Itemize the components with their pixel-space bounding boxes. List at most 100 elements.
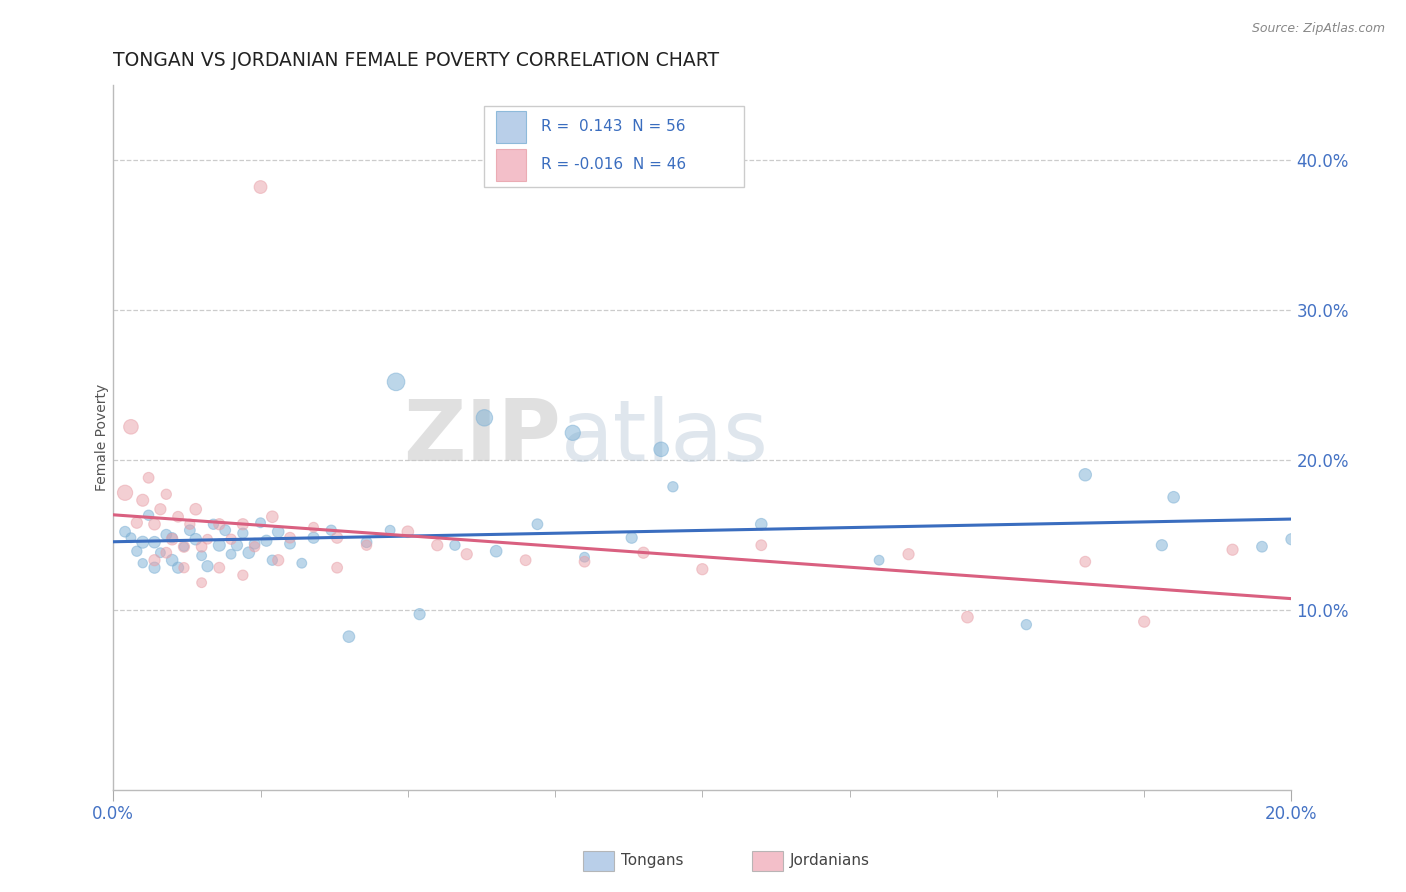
Point bbox=[173, 540, 195, 554]
Text: ZIP: ZIP bbox=[404, 396, 561, 479]
Point bbox=[956, 610, 979, 624]
Point bbox=[173, 540, 195, 554]
Point bbox=[249, 180, 271, 194]
Point bbox=[226, 538, 249, 552]
Point bbox=[232, 517, 254, 532]
Point bbox=[138, 471, 160, 485]
Point bbox=[120, 531, 142, 545]
Point bbox=[160, 531, 183, 545]
Point bbox=[155, 527, 177, 541]
Point bbox=[120, 420, 142, 434]
Point bbox=[378, 523, 401, 537]
Text: Tongans: Tongans bbox=[621, 854, 683, 868]
Point bbox=[749, 517, 772, 532]
Point bbox=[267, 524, 290, 539]
Point bbox=[184, 533, 207, 547]
Point bbox=[326, 531, 349, 545]
Point bbox=[179, 517, 201, 532]
Point bbox=[160, 533, 183, 547]
Point bbox=[749, 538, 772, 552]
Point bbox=[143, 553, 166, 567]
Point bbox=[278, 531, 301, 545]
Point bbox=[114, 485, 136, 500]
Point bbox=[326, 560, 349, 574]
Point bbox=[208, 560, 231, 574]
Point bbox=[143, 535, 166, 549]
Point bbox=[396, 524, 419, 539]
Point bbox=[155, 546, 177, 560]
Point bbox=[214, 523, 236, 537]
Point bbox=[1281, 533, 1303, 547]
Point bbox=[291, 556, 314, 570]
Point bbox=[302, 520, 325, 534]
Point bbox=[155, 487, 177, 501]
Point bbox=[633, 546, 655, 560]
Point bbox=[662, 480, 685, 494]
Point bbox=[356, 535, 378, 549]
FancyBboxPatch shape bbox=[496, 111, 526, 143]
Point bbox=[356, 538, 378, 552]
Point bbox=[254, 533, 277, 548]
Text: R =  0.143  N = 56: R = 0.143 N = 56 bbox=[541, 120, 686, 135]
Point bbox=[249, 516, 271, 530]
Point bbox=[897, 547, 920, 561]
Point bbox=[197, 559, 219, 574]
Point bbox=[149, 546, 172, 560]
Point bbox=[692, 562, 714, 576]
Y-axis label: Female Poverty: Female Poverty bbox=[96, 384, 110, 491]
Point bbox=[184, 502, 207, 516]
Point bbox=[219, 533, 242, 547]
Point bbox=[385, 375, 408, 389]
Point bbox=[202, 517, 225, 532]
Point bbox=[167, 509, 190, 524]
Point bbox=[526, 517, 548, 532]
Point bbox=[515, 553, 537, 567]
Point bbox=[1150, 538, 1173, 552]
Point bbox=[574, 550, 596, 565]
Point bbox=[173, 560, 195, 574]
Text: R = -0.016  N = 46: R = -0.016 N = 46 bbox=[541, 157, 686, 172]
Point bbox=[132, 556, 155, 570]
Point bbox=[1074, 467, 1097, 482]
Point bbox=[574, 555, 596, 569]
Point bbox=[1133, 615, 1156, 629]
Point bbox=[149, 502, 172, 516]
Point bbox=[208, 538, 231, 552]
Text: Source: ZipAtlas.com: Source: ZipAtlas.com bbox=[1251, 22, 1385, 36]
Point bbox=[426, 538, 449, 552]
Point bbox=[243, 540, 266, 554]
Point bbox=[456, 547, 478, 561]
Text: atlas: atlas bbox=[561, 396, 769, 479]
Point bbox=[1074, 555, 1097, 569]
Point bbox=[267, 553, 290, 567]
Point bbox=[408, 607, 430, 622]
Point bbox=[278, 537, 301, 551]
Point bbox=[1222, 542, 1244, 557]
Point bbox=[232, 568, 254, 582]
Point bbox=[1015, 617, 1038, 632]
Point bbox=[190, 575, 212, 590]
Point bbox=[1163, 490, 1185, 504]
Point bbox=[143, 517, 166, 532]
Point bbox=[337, 630, 360, 644]
Point bbox=[132, 493, 155, 508]
Point bbox=[561, 425, 583, 440]
Point bbox=[179, 523, 201, 537]
Point bbox=[243, 537, 266, 551]
Point bbox=[219, 547, 242, 561]
Text: Jordanians: Jordanians bbox=[790, 854, 870, 868]
Point bbox=[321, 523, 343, 537]
Point bbox=[650, 442, 672, 457]
FancyBboxPatch shape bbox=[485, 106, 744, 187]
Point bbox=[262, 509, 284, 524]
Point bbox=[197, 533, 219, 547]
Point bbox=[143, 560, 166, 574]
Point bbox=[125, 544, 148, 558]
Point bbox=[190, 540, 212, 554]
Point bbox=[167, 560, 190, 574]
Text: TONGAN VS JORDANIAN FEMALE POVERTY CORRELATION CHART: TONGAN VS JORDANIAN FEMALE POVERTY CORRE… bbox=[114, 51, 720, 70]
Point bbox=[208, 517, 231, 532]
Point bbox=[232, 526, 254, 541]
FancyBboxPatch shape bbox=[496, 149, 526, 181]
Point bbox=[474, 410, 496, 425]
